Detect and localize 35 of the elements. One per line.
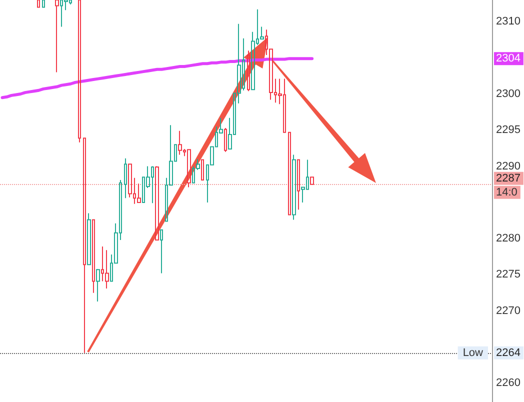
candlestick	[310, 176, 314, 185]
line-series	[0, 57, 314, 100]
candlestick	[78, 0, 81, 143]
candlestick	[155, 166, 159, 241]
candlestick	[160, 229, 163, 274]
candlestick	[37, 0, 40, 8]
candlestick	[92, 219, 95, 294]
candlestick	[201, 159, 204, 181]
candlestick	[105, 250, 109, 289]
y-tick-label: 2275	[496, 268, 520, 281]
ref-line-label: 2264	[496, 346, 520, 359]
y-tick-label: 2295	[496, 124, 520, 136]
candlestick	[55, 0, 59, 73]
annotation: Low	[462, 346, 484, 359]
text: 2304	[496, 52, 520, 65]
y-tick-label: 2290	[496, 160, 520, 172]
y-tick-label: 2260	[496, 377, 520, 390]
candlestick	[124, 158, 127, 199]
candlestick	[292, 154, 296, 220]
y-tick-label: 2300	[496, 88, 520, 100]
candlestick	[288, 132, 291, 216]
candlestick	[224, 127, 227, 152]
candlestick	[178, 130, 182, 156]
candlestick	[83, 138, 86, 354]
candlestick	[187, 149, 191, 188]
y-tick-label: 2310	[496, 16, 520, 28]
ref-line-label: 2287	[496, 172, 520, 184]
candlestick	[247, 50, 250, 92]
candlestick	[297, 159, 300, 210]
candlestick	[87, 212, 91, 266]
y-tick-label: 2270	[496, 304, 520, 317]
candlestick	[42, 0, 45, 8]
text: 14:0	[496, 186, 518, 198]
y-tick-label: 2280	[496, 232, 520, 245]
candlestick	[96, 268, 100, 302]
